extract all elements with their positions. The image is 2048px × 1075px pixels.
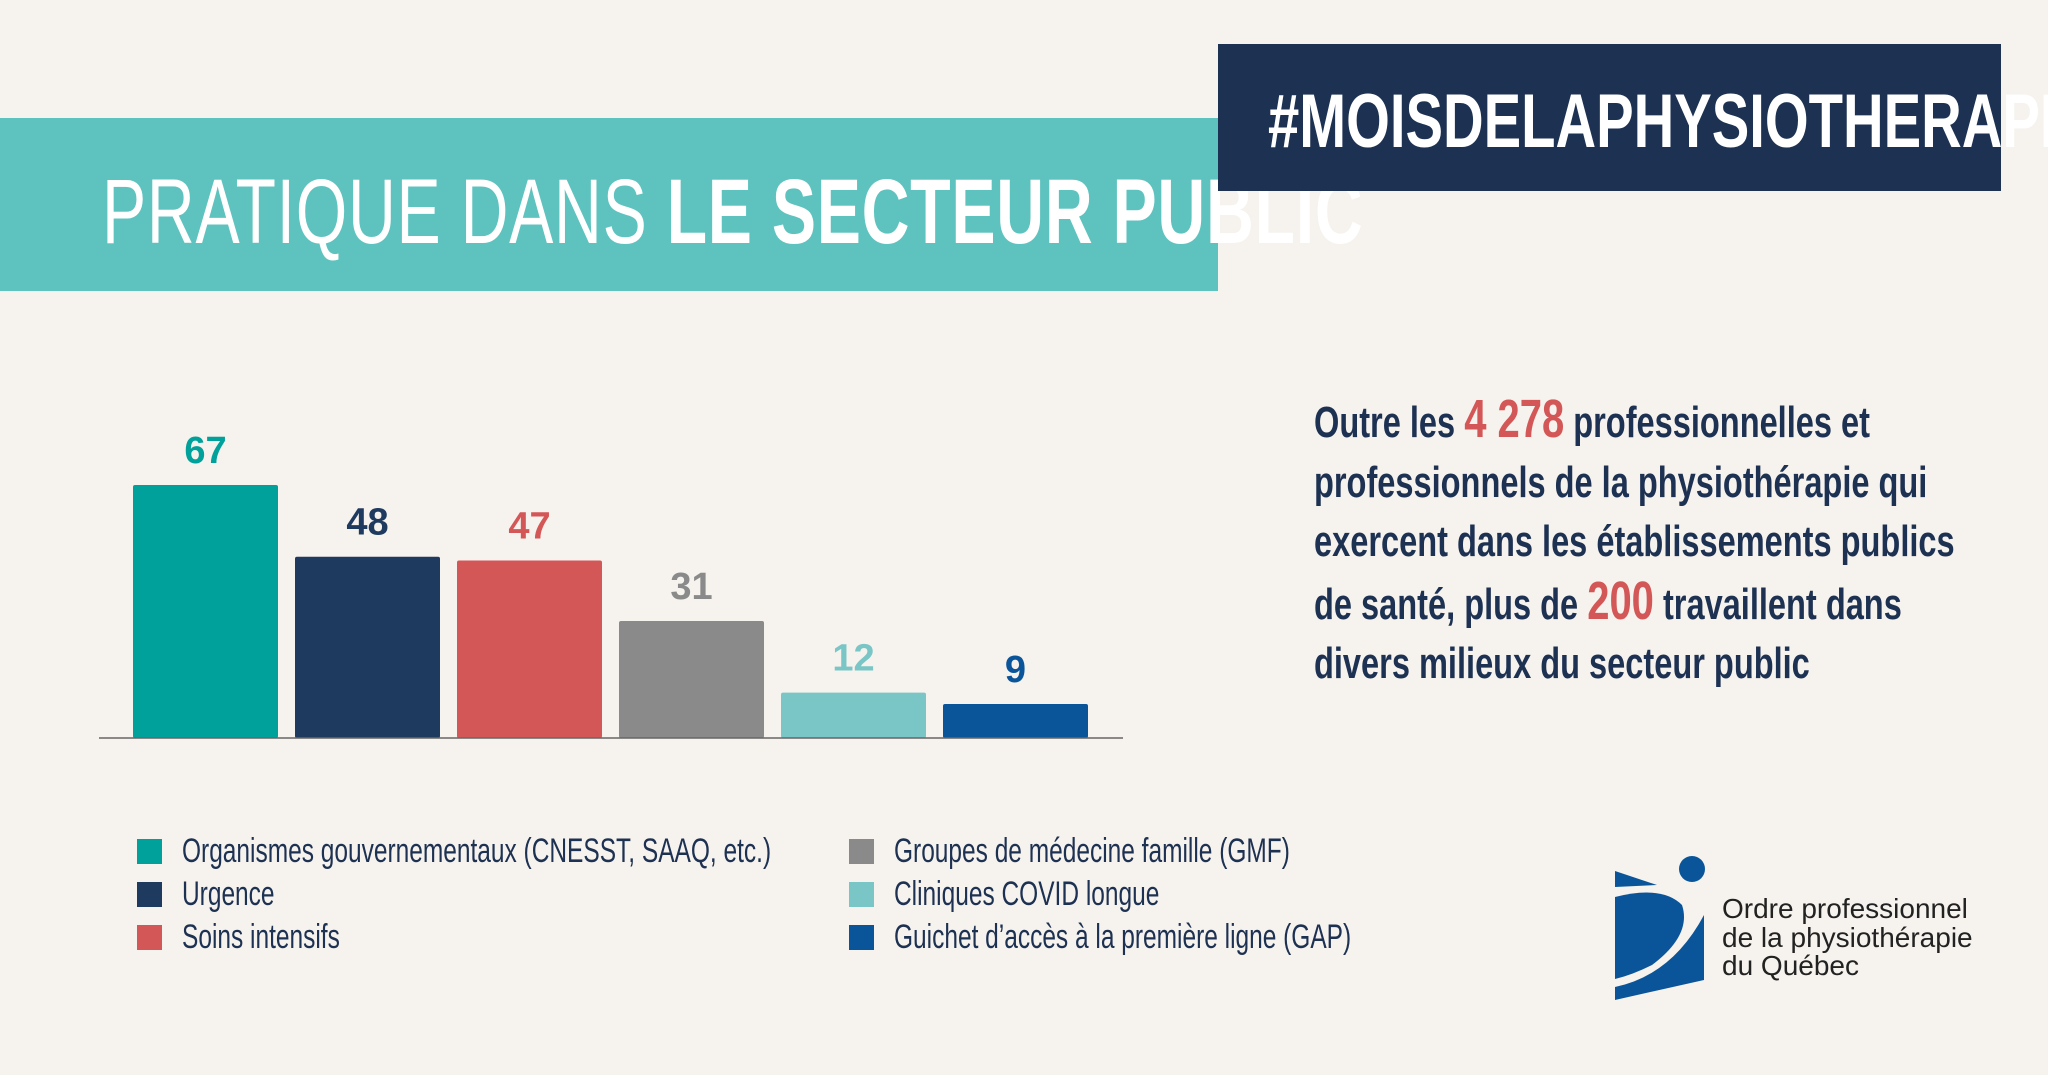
legend-swatch: [849, 924, 874, 950]
legend-item: Groupes de médecine famille (GMF): [849, 831, 1444, 870]
bar: [133, 485, 278, 738]
hashtag: #MOISDELAPHYSIOTHERAPIE: [1268, 79, 2048, 164]
data-label: 9: [1005, 649, 1026, 691]
legend-label: Organismes gouvernementaux (CNESST, SAAQ…: [182, 831, 772, 870]
title-band: [0, 118, 1218, 291]
para-text-2: professionnelles et professionnels de la…: [1314, 398, 1955, 629]
legend-item: Urgence: [137, 874, 311, 913]
legend-item: Guichet d’accès à la première ligne (GAP…: [849, 917, 1529, 956]
legend-label: Cliniques COVID longue: [894, 874, 1160, 913]
page-title: PRATIQUE DANS LE SECTEUR PUBLIC: [102, 160, 1363, 265]
legend-label: Groupes de médecine famille (GMF): [894, 831, 1290, 870]
legend-swatch: [849, 881, 874, 907]
logo-text: Ordre professionnel de la physiothérapie…: [1722, 893, 1973, 981]
bar: [295, 556, 440, 738]
bar: [457, 560, 602, 738]
legend-label: Urgence: [182, 874, 275, 913]
data-label: 48: [346, 502, 388, 544]
title-light: PRATIQUE DANS: [102, 161, 648, 263]
legend-swatch: [137, 838, 162, 864]
bar: [781, 692, 926, 738]
data-label: 31: [670, 566, 712, 608]
legend-item: Cliniques COVID longue: [849, 874, 1263, 913]
bar: [943, 704, 1088, 738]
logo-line-1: Ordre professionnel: [1722, 893, 1968, 924]
legend-label: Guichet d’accès à la première ligne (GAP…: [894, 917, 1352, 956]
summary-paragraph: Outre les 4 278 professionnelles et prof…: [1314, 389, 1980, 694]
legend-label: Soins intensifs: [182, 917, 340, 956]
legend-swatch: [137, 924, 162, 950]
data-label: 12: [832, 638, 874, 680]
para-text-1: Outre les: [1314, 398, 1465, 447]
data-label: 47: [508, 506, 550, 548]
legend-swatch: [849, 838, 874, 864]
highlight-number-2: 200: [1587, 570, 1654, 631]
logo-line-3: du Québec: [1722, 950, 1859, 981]
para-text-3: travaillent dans divers milieux du secte…: [1314, 579, 1902, 689]
data-label: 67: [184, 430, 226, 472]
legend-swatch: [137, 881, 162, 907]
bar: [619, 620, 764, 738]
legend-item: Soins intensifs: [137, 917, 401, 956]
logo-line-2: de la physiothérapie: [1722, 921, 1973, 953]
legend-item: Organismes gouvernementaux (CNESST, SAAQ…: [137, 831, 1000, 870]
logo-icon: [1615, 856, 1705, 1000]
highlight-number-1: 4 278: [1464, 389, 1565, 449]
bar-chart: 67 48 47 31 12 9: [99, 430, 1123, 739]
hashtag-box: [1218, 44, 2001, 191]
